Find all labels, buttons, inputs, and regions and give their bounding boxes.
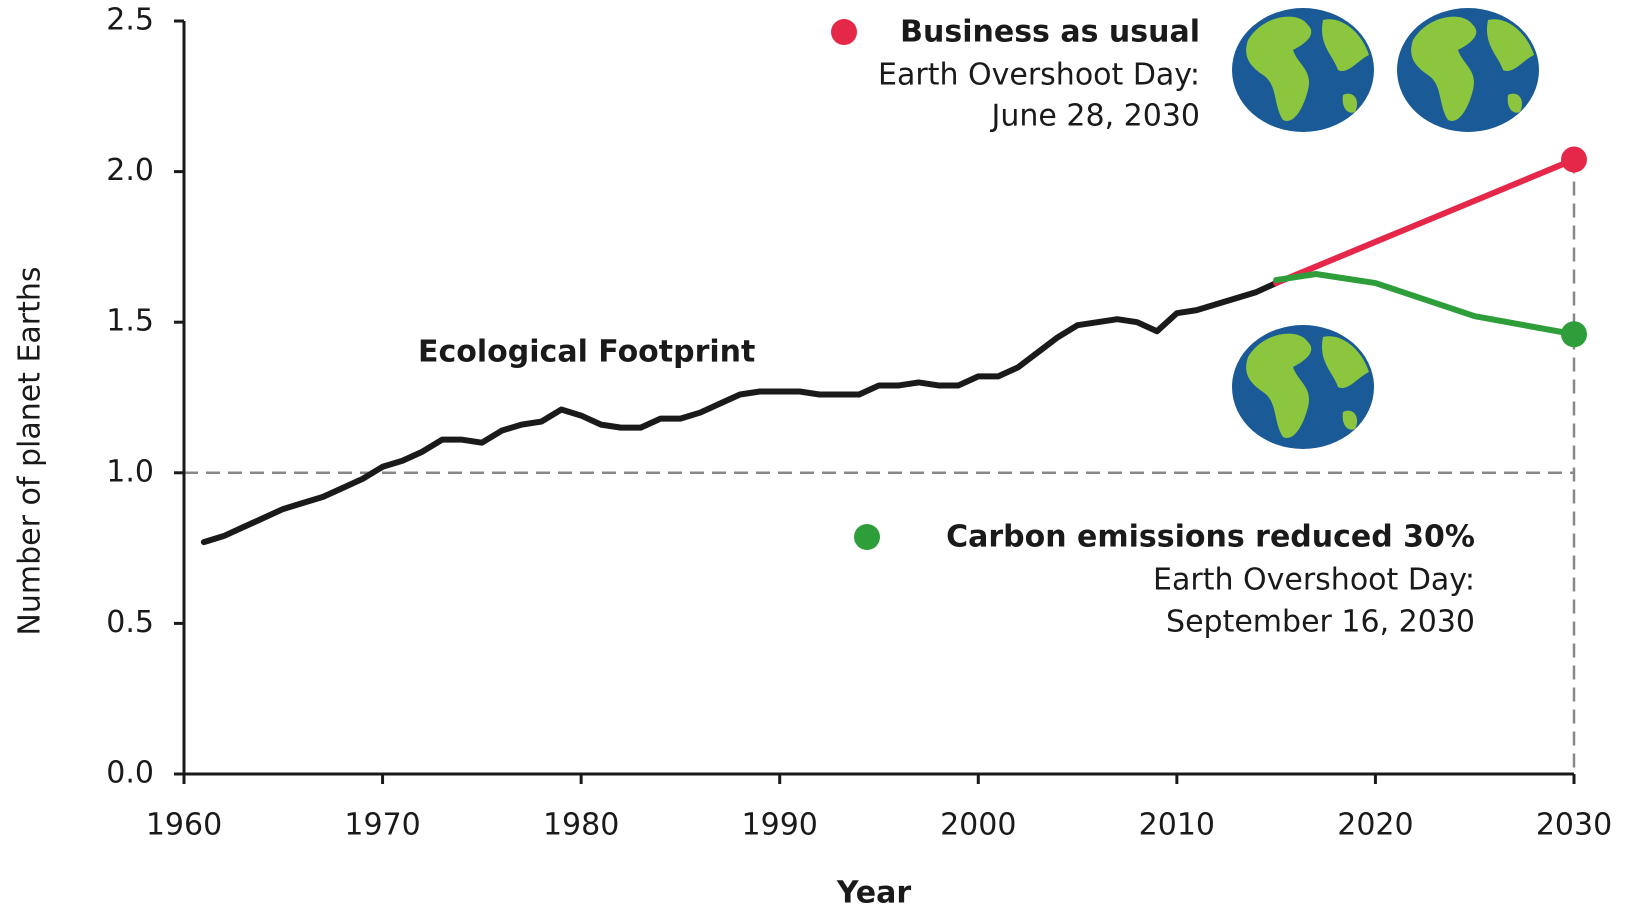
x-tick-label: 2010: [1139, 808, 1215, 843]
y-tick-label: 0.5: [106, 605, 154, 640]
end-point: [1561, 146, 1587, 173]
legend-label: Carbon emissions reduced 30%: [946, 520, 1475, 555]
y-tick-label: 2.5: [106, 3, 154, 38]
x-tick-label: 2030: [1536, 808, 1612, 843]
y-tick-label: 0.0: [106, 756, 154, 791]
x-tick-label: 2000: [940, 808, 1016, 843]
series-line: [1273, 271, 1577, 338]
y-axis-label: Number of planet Earths: [13, 266, 48, 635]
legend-label: Business as usual: [900, 15, 1200, 50]
end-point: [1561, 321, 1587, 348]
annotation: September 16, 2030: [1166, 605, 1475, 640]
annotation: Earth Overshoot Day:: [1153, 563, 1475, 598]
x-tick-label: 1970: [344, 808, 420, 843]
globe-icon: [1397, 8, 1539, 132]
globe-icon: [1232, 325, 1374, 449]
series-label: Ecological Footprint: [418, 335, 755, 370]
legend-marker: [831, 19, 857, 45]
x-tick-label: 1990: [742, 808, 818, 843]
annotation: Earth Overshoot Day:: [878, 58, 1200, 93]
globe-icon: [1397, 325, 1472, 449]
x-axis-label: Year: [836, 876, 912, 911]
x-tick-label: 2020: [1337, 808, 1413, 843]
globe-icon: [1232, 8, 1374, 132]
x-tick-label: 1960: [146, 808, 222, 843]
y-tick-label: 1.0: [106, 454, 154, 489]
y-tick-label: 1.5: [106, 304, 154, 339]
legend-marker: [854, 524, 880, 550]
series-line: [200, 280, 1280, 546]
y-tick-label: 2.0: [106, 153, 154, 188]
series-line: [1273, 156, 1577, 287]
annotation: June 28, 2030: [990, 99, 1200, 134]
x-tick-label: 1980: [543, 808, 619, 843]
